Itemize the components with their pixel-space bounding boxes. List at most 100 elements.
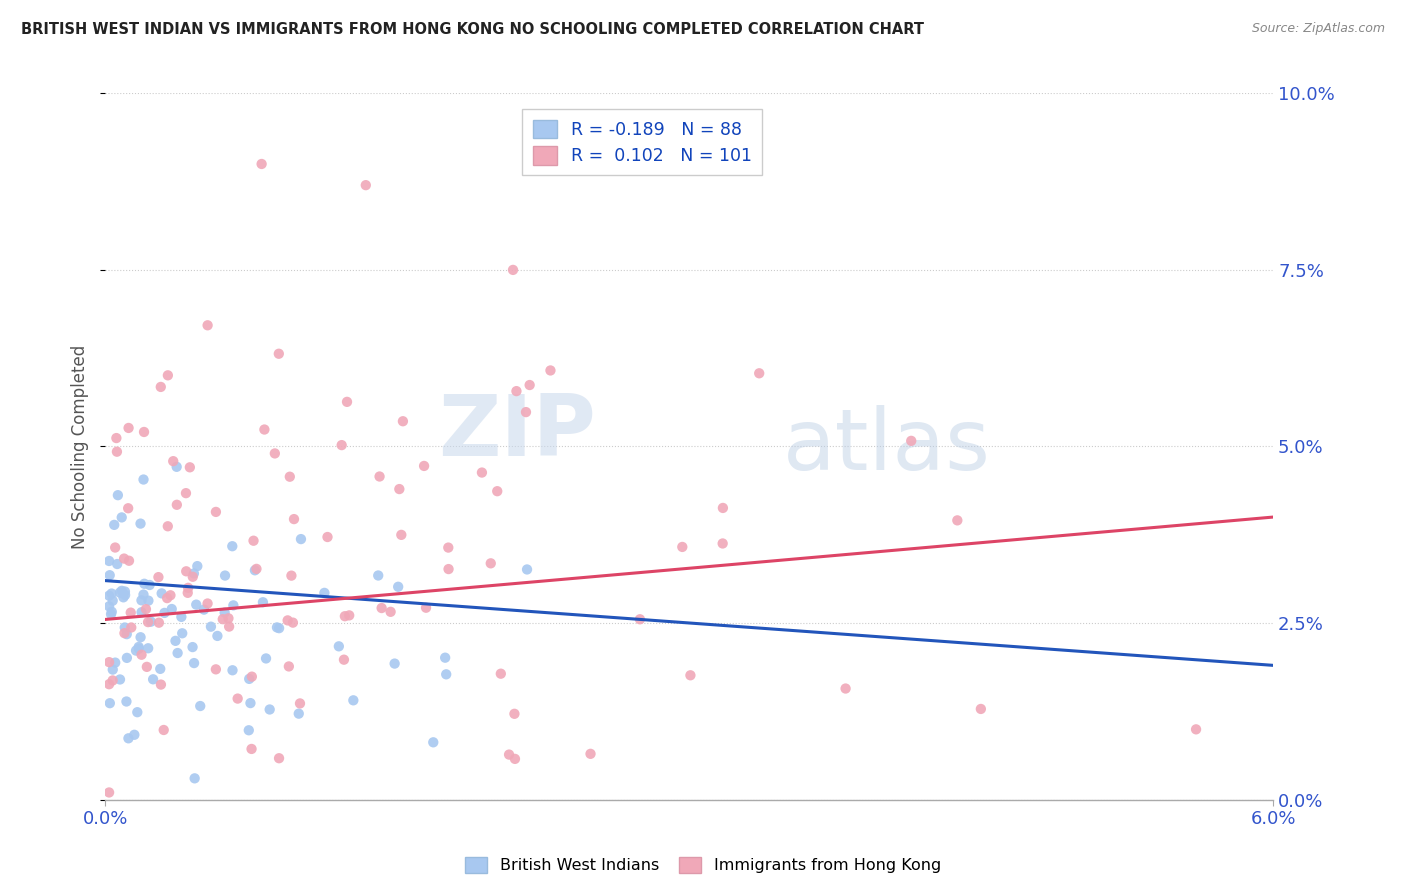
Point xyxy=(288,697,311,711)
Point xyxy=(281,615,304,630)
Point xyxy=(193,602,215,616)
Point xyxy=(183,656,205,670)
Point xyxy=(100,607,122,622)
Point xyxy=(277,613,299,627)
Point xyxy=(139,615,162,629)
Point xyxy=(333,653,356,667)
Point xyxy=(471,466,494,480)
Point xyxy=(240,670,263,684)
Point xyxy=(748,366,770,380)
Point xyxy=(132,425,155,439)
Point xyxy=(368,469,391,483)
Point xyxy=(103,517,125,532)
Point xyxy=(100,586,122,600)
Point xyxy=(128,641,150,656)
Point xyxy=(226,691,249,706)
Point xyxy=(434,650,457,665)
Point xyxy=(177,581,200,595)
Point xyxy=(711,500,734,515)
Point xyxy=(186,598,208,612)
Point xyxy=(540,363,562,377)
Point xyxy=(415,600,437,615)
Point xyxy=(387,580,409,594)
Point xyxy=(131,648,153,662)
Point xyxy=(354,178,377,193)
Point xyxy=(183,566,205,581)
Point xyxy=(172,626,194,640)
Point xyxy=(267,751,290,765)
Point xyxy=(166,646,188,660)
Point xyxy=(181,640,204,654)
Point xyxy=(515,405,537,419)
Point xyxy=(149,677,172,691)
Point xyxy=(98,696,121,710)
Point xyxy=(128,640,150,654)
Point xyxy=(98,568,121,582)
Point xyxy=(519,378,541,392)
Text: Source: ZipAtlas.com: Source: ZipAtlas.com xyxy=(1251,22,1385,36)
Point xyxy=(156,368,179,383)
Point xyxy=(214,606,236,620)
Point xyxy=(112,551,135,566)
Point xyxy=(112,591,135,605)
Point xyxy=(150,586,173,600)
Point xyxy=(211,612,233,626)
Point xyxy=(389,528,412,542)
Point xyxy=(498,747,520,762)
Point xyxy=(138,593,160,607)
Text: BRITISH WEST INDIAN VS IMMIGRANTS FROM HONG KONG NO SCHOOLING COMPLETED CORRELAT: BRITISH WEST INDIAN VS IMMIGRANTS FROM H… xyxy=(21,22,924,37)
Point xyxy=(290,532,312,546)
Point xyxy=(170,610,193,624)
Point xyxy=(165,633,187,648)
Point xyxy=(183,772,205,786)
Point xyxy=(505,384,527,398)
Point xyxy=(217,611,239,625)
Point xyxy=(283,512,305,526)
Point xyxy=(100,605,122,619)
Point xyxy=(238,723,260,738)
Point xyxy=(118,554,141,568)
Point xyxy=(900,434,922,448)
Point xyxy=(434,667,457,681)
Point xyxy=(238,672,260,686)
Point xyxy=(132,473,155,487)
Point xyxy=(117,731,139,746)
Point xyxy=(221,663,243,677)
Point xyxy=(316,530,339,544)
Point xyxy=(221,539,243,553)
Point xyxy=(104,541,127,555)
Point xyxy=(250,157,273,171)
Point xyxy=(197,597,219,611)
Point xyxy=(834,681,856,696)
Point xyxy=(186,559,208,574)
Point xyxy=(148,570,170,584)
Point xyxy=(287,706,309,721)
Point xyxy=(516,562,538,576)
Point xyxy=(115,694,138,708)
Point xyxy=(114,626,136,640)
Point xyxy=(503,706,526,721)
Point xyxy=(200,620,222,634)
Point xyxy=(253,423,276,437)
Point xyxy=(105,557,128,571)
Point xyxy=(946,513,969,527)
Point xyxy=(107,488,129,502)
Point xyxy=(101,673,124,688)
Point xyxy=(127,705,149,719)
Point xyxy=(98,599,121,614)
Point xyxy=(240,742,263,756)
Point xyxy=(117,501,139,516)
Point xyxy=(117,421,139,435)
Legend: British West Indians, Immigrants from Hong Kong: British West Indians, Immigrants from Ho… xyxy=(458,850,948,880)
Point xyxy=(671,540,693,554)
Point xyxy=(148,615,170,630)
Point xyxy=(388,482,411,496)
Point xyxy=(98,785,121,799)
Point xyxy=(333,609,356,624)
Point xyxy=(120,606,142,620)
Point xyxy=(205,505,228,519)
Point xyxy=(115,627,138,641)
Point xyxy=(628,612,651,626)
Point xyxy=(131,593,153,607)
Point xyxy=(111,510,134,524)
